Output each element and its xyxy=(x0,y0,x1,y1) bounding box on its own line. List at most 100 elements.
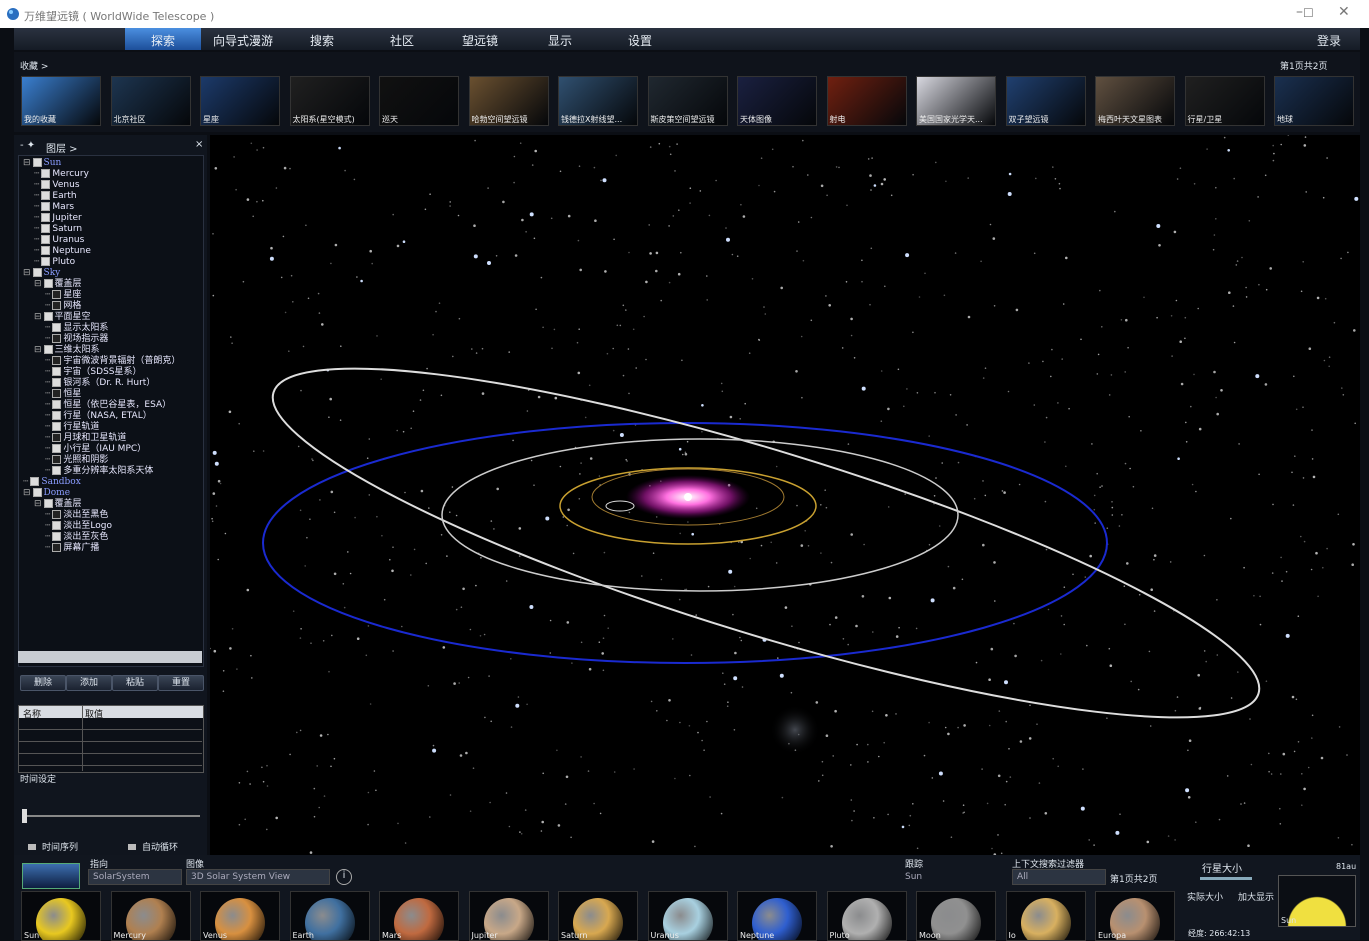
planet-thumb[interactable]: Moon xyxy=(916,891,996,941)
tree-node[interactable]: ┄恒星 xyxy=(45,389,81,400)
planet-thumb[interactable]: Saturn xyxy=(558,891,638,941)
expander[interactable]: ⊟ xyxy=(34,345,42,355)
checkbox[interactable] xyxy=(41,191,50,200)
favorite-item[interactable]: 哈勃空间望远镜 xyxy=(469,76,549,126)
tree-node[interactable]: ┄宇宙（SDSS星系） xyxy=(45,367,142,378)
slider-thumb[interactable] xyxy=(22,809,27,823)
layers-close[interactable]: × xyxy=(195,139,203,150)
filter-select[interactable]: All xyxy=(1012,869,1106,885)
maximize[interactable]: ☐ xyxy=(1303,6,1314,20)
checkbox[interactable] xyxy=(52,510,61,519)
tree-node[interactable]: ┄屏幕广播 xyxy=(45,543,99,554)
planet-thumb[interactable]: Uranus xyxy=(648,891,728,941)
tree-node[interactable]: ┄星座 xyxy=(45,290,81,301)
checkbox[interactable] xyxy=(52,543,61,552)
checkbox[interactable] xyxy=(44,279,53,288)
tree-node[interactable]: ┄网格 xyxy=(45,301,81,312)
look-at-select[interactable]: SolarSystem xyxy=(88,869,182,885)
checkbox[interactable] xyxy=(44,345,53,354)
checkbox[interactable] xyxy=(52,301,61,310)
menu-item[interactable]: 搜索 xyxy=(310,32,334,49)
tree-node[interactable]: ┄银河系（Dr. R. Hurt） xyxy=(45,378,155,389)
checkbox[interactable] xyxy=(52,389,61,398)
tree-node[interactable]: ┄淡出至黑色 xyxy=(45,510,108,521)
checkbox[interactable] xyxy=(30,477,39,486)
checkbox[interactable] xyxy=(52,422,61,431)
checkbox[interactable] xyxy=(52,532,61,541)
option[interactable]: 自动循环 xyxy=(128,840,178,853)
time-slider[interactable] xyxy=(22,815,200,817)
tree-node[interactable]: ┄Venus xyxy=(34,180,80,191)
checkbox[interactable] xyxy=(52,290,61,299)
checkbox[interactable] xyxy=(41,169,50,178)
tree-node[interactable]: ┄宇宙微波背景辐射（普朗克） xyxy=(45,356,180,367)
tree-node[interactable]: ┄视场指示器 xyxy=(45,334,108,345)
planet-thumb[interactable]: Venus xyxy=(200,891,280,941)
tree-node[interactable]: ┄Sandbox xyxy=(23,477,81,488)
tree-node[interactable]: ⊟覆盖层 xyxy=(34,499,82,510)
menu-item[interactable]: 设置 xyxy=(628,32,652,49)
planet-thumb[interactable]: Pluto xyxy=(827,891,907,941)
size-large[interactable]: 加大显示 xyxy=(1238,890,1274,903)
expander[interactable]: ⊟ xyxy=(34,312,42,322)
checkbox[interactable] xyxy=(44,499,53,508)
info-button[interactable]: i xyxy=(336,869,352,885)
tree-node[interactable]: ┄行星轨道 xyxy=(45,422,99,433)
planet-thumb[interactable]: Jupiter xyxy=(469,891,549,941)
favorite-item[interactable]: 我的收藏 xyxy=(21,76,101,126)
checkbox[interactable] xyxy=(33,268,42,277)
option[interactable]: 时间序列 xyxy=(28,840,78,853)
checkbox[interactable] xyxy=(52,400,61,409)
favorite-item[interactable]: 美国国家光学天... xyxy=(916,76,996,126)
tree-node[interactable]: ┄Earth xyxy=(34,191,77,202)
favorite-item[interactable]: 太阳系(星空模式) xyxy=(290,76,370,126)
expander[interactable]: ⊟ xyxy=(23,268,31,278)
tree-node[interactable]: ⊟覆盖层 xyxy=(34,279,82,290)
favorite-item[interactable]: 双子望远镜 xyxy=(1006,76,1086,126)
checkbox[interactable] xyxy=(52,334,61,343)
favorite-item[interactable]: 天体图像 xyxy=(737,76,817,126)
tree-node[interactable]: ┄Jupiter xyxy=(34,213,82,224)
close[interactable]: ✕ xyxy=(1338,4,1350,20)
checkbox[interactable] xyxy=(33,158,42,167)
layer-button[interactable]: 添加 xyxy=(66,675,112,691)
tree-node[interactable]: ⊟平面星空 xyxy=(34,312,91,323)
tree-node[interactable]: ┄Neptune xyxy=(34,246,91,257)
size-slider[interactable] xyxy=(1200,877,1252,880)
tree-node[interactable]: ┄多重分辨率太阳系天体 xyxy=(45,466,153,477)
planet-thumb[interactable]: Earth xyxy=(290,891,370,941)
favorite-item[interactable]: 地球 xyxy=(1274,76,1354,126)
checkbox[interactable] xyxy=(41,246,50,255)
tree-node[interactable]: ⊟Sky xyxy=(23,268,60,279)
planet-thumb[interactable]: Neptune xyxy=(737,891,817,941)
tree-node[interactable]: ┄淡出至Logo xyxy=(45,521,112,532)
tree-node[interactable]: ┄Pluto xyxy=(34,257,75,268)
menu-item[interactable]: 探索 xyxy=(151,32,175,49)
tree-node[interactable]: ┄淡出至灰色 xyxy=(45,532,108,543)
tree-node[interactable]: ┄Uranus xyxy=(34,235,84,246)
size-actual[interactable]: 实际大小 xyxy=(1187,890,1223,903)
checkbox[interactable] xyxy=(52,521,61,530)
planet-thumb[interactable]: Europa xyxy=(1095,891,1175,941)
layer-button[interactable]: 重置 xyxy=(158,675,204,691)
minimize[interactable]: – xyxy=(1296,4,1303,20)
tree-node[interactable]: ┄光照和阴影 xyxy=(45,455,108,466)
expander[interactable]: ⊟ xyxy=(23,488,31,498)
checkbox[interactable] xyxy=(52,466,61,475)
menu-item[interactable]: 望远镜 xyxy=(462,32,498,49)
checkbox[interactable] xyxy=(41,235,50,244)
favorite-item[interactable]: 行星/卫星 xyxy=(1185,76,1265,126)
favorite-item[interactable]: 射电 xyxy=(827,76,907,126)
tree-node[interactable]: ┄月球和卫星轨道 xyxy=(45,433,126,444)
checkbox[interactable] xyxy=(41,213,50,222)
planet-thumb[interactable]: Mars xyxy=(379,891,459,941)
checkbox[interactable] xyxy=(52,433,61,442)
context-icon[interactable] xyxy=(22,863,80,889)
layer-button[interactable]: 删除 xyxy=(20,675,66,691)
tree-node[interactable]: ⊟三维太阳系 xyxy=(34,345,100,356)
planet-thumb[interactable]: Io xyxy=(1006,891,1086,941)
checkbox[interactable] xyxy=(52,356,61,365)
tree-node[interactable]: ┄Mars xyxy=(34,202,74,213)
imagery-select[interactable]: 3D Solar System View xyxy=(186,869,330,885)
favorite-item[interactable]: 巡天 xyxy=(379,76,459,126)
